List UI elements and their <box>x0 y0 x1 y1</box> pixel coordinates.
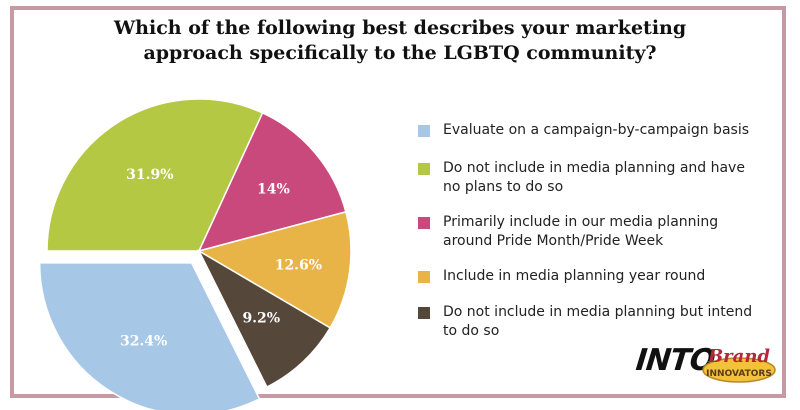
legend-swatch <box>418 271 430 283</box>
legend-label: Include in media planning year round <box>443 268 706 284</box>
legend-swatch <box>418 125 430 137</box>
brand-innovators-logo: Brand INNOVATORS <box>702 346 776 383</box>
legend-swatch <box>418 307 430 319</box>
slice-value-label: 9.2% <box>242 311 280 327</box>
legend-label: Do not include in media planning and hav… <box>443 160 745 195</box>
pie-slice <box>46 98 264 252</box>
legend-label: Evaluate on a campaign-by-campaign basis <box>443 122 750 138</box>
slice-value-label: 12.6% <box>275 257 322 273</box>
pie-slice <box>197 210 352 329</box>
legend-label: Do not include in media planning but int… <box>443 304 753 339</box>
chart-title-line-2: approach specifically to the LGBTQ commu… <box>143 42 657 64</box>
legend-swatch <box>418 217 430 229</box>
slice-value-label: 32.4% <box>120 333 167 349</box>
pie-slice <box>38 262 261 410</box>
innovators-word: INNOVATORS <box>706 369 772 379</box>
legend-label: Primarily include in our media planning … <box>443 214 719 249</box>
pie-slice <box>197 249 332 389</box>
slice-value-label: 31.9% <box>126 167 173 183</box>
chart-title: Which of the following best describes yo… <box>0 16 800 66</box>
pie-chart: 32.4% 31.9% 14% 12.6% 9.2% <box>38 98 352 410</box>
brand-word: Brand <box>707 346 770 367</box>
chart-title-line-1: Which of the following best describes yo… <box>113 17 687 39</box>
slice-value-label: 14% <box>257 181 290 197</box>
legend-swatch <box>418 163 430 175</box>
pie-slice <box>197 111 347 253</box>
